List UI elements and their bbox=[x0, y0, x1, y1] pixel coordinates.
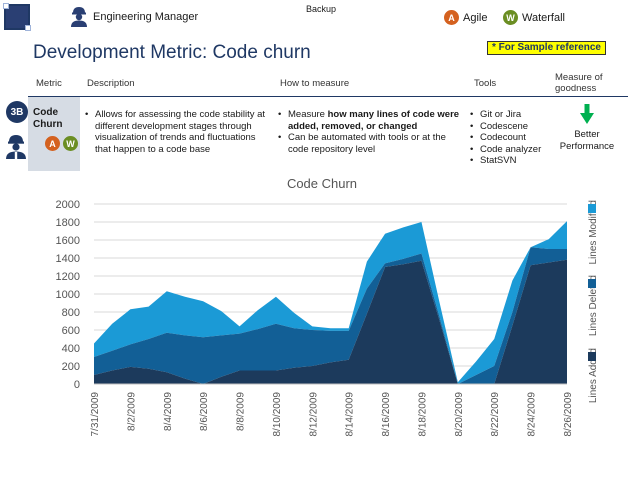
legend-label: Lines Modified bbox=[588, 200, 599, 264]
legend-swatch bbox=[588, 279, 596, 288]
waterfall-badge: W bbox=[503, 10, 518, 25]
y-tick-label: 1600 bbox=[56, 235, 80, 247]
y-tick-label: 200 bbox=[62, 361, 80, 373]
app-logo bbox=[3, 3, 31, 31]
x-tick-label: 8/24/2009 bbox=[527, 392, 538, 437]
legend-swatch bbox=[588, 204, 596, 213]
page-title: Development Metric: Code churn bbox=[33, 42, 311, 63]
how-to-measure-column-header: How to measure bbox=[280, 78, 350, 89]
x-tick-label: 8/4/2009 bbox=[163, 392, 174, 431]
y-tick-label: 600 bbox=[62, 325, 80, 337]
tool-item: Codecount bbox=[468, 132, 558, 144]
goodness-column-header: Measure of goodness bbox=[555, 72, 603, 94]
y-tick-label: 0 bbox=[74, 379, 80, 391]
description-list: Allows for assessing the code stability … bbox=[83, 109, 273, 155]
construction-worker-icon bbox=[6, 135, 26, 159]
x-tick-label: 8/16/2009 bbox=[381, 392, 392, 437]
x-tick-label: 8/12/2009 bbox=[308, 392, 319, 437]
metric-agile-badge: A bbox=[45, 136, 60, 151]
tool-item: Git or Jira bbox=[468, 109, 558, 121]
metric-name: Code Churn bbox=[33, 107, 63, 130]
legend-label: Lines Deleted bbox=[588, 275, 599, 336]
x-tick-label: 8/20/2009 bbox=[454, 392, 465, 437]
metric-cell-background bbox=[28, 97, 80, 171]
area-lines-deleted bbox=[94, 247, 567, 384]
legend-label: Lines Added bbox=[588, 348, 599, 403]
metric-id-badge: 3B bbox=[6, 101, 28, 123]
y-tick-label: 1200 bbox=[56, 271, 80, 283]
x-tick-label: 8/2/2009 bbox=[126, 392, 137, 431]
tool-item: StatSVN bbox=[468, 155, 558, 167]
y-tick-label: 2000 bbox=[56, 199, 80, 211]
area-lines-added bbox=[94, 259, 567, 384]
area-lines-modified bbox=[94, 221, 567, 384]
metric-waterfall-badge: W bbox=[63, 136, 78, 151]
y-tick-label: 1000 bbox=[56, 289, 80, 301]
agile-badge: A bbox=[444, 10, 459, 25]
how-to-measure-item: Measure how many lines of code were adde… bbox=[276, 109, 466, 132]
x-tick-label: 8/18/2009 bbox=[417, 392, 428, 437]
role-label: Engineering Manager bbox=[93, 11, 199, 23]
chart-title: Code Churn bbox=[287, 176, 357, 191]
backup-label: Backup bbox=[306, 4, 337, 14]
engineer-icon bbox=[71, 7, 87, 27]
header-divider bbox=[28, 96, 628, 97]
sample-reference-note: * For Sample reference bbox=[487, 41, 606, 55]
tools-column-header: Tools bbox=[474, 78, 497, 89]
how-to-measure-list: Measure how many lines of code were adde… bbox=[276, 109, 466, 155]
x-tick-label: 7/31/2009 bbox=[90, 392, 101, 437]
x-tick-label: 8/14/2009 bbox=[345, 392, 356, 437]
metric-column-header: Metric bbox=[36, 78, 62, 89]
waterfall-label: Waterfall bbox=[522, 12, 565, 24]
y-tick-label: 800 bbox=[62, 307, 80, 319]
x-tick-label: 8/6/2009 bbox=[199, 392, 210, 431]
x-tick-label: 8/22/2009 bbox=[490, 392, 501, 437]
how-to-measure-item: Can be automated with tools or at the co… bbox=[276, 132, 466, 155]
tools-list: Git or Jira Codescene Codecount Code ana… bbox=[468, 109, 558, 167]
goodness-value: Better Performance bbox=[559, 129, 615, 152]
y-tick-label: 1400 bbox=[56, 253, 80, 265]
legend-swatch bbox=[588, 352, 596, 361]
x-tick-label: 8/10/2009 bbox=[272, 392, 283, 437]
y-tick-label: 400 bbox=[62, 343, 80, 355]
description-item: Allows for assessing the code stability … bbox=[83, 109, 273, 155]
y-tick-label: 1800 bbox=[56, 217, 80, 229]
x-tick-label: 8/26/2009 bbox=[563, 392, 574, 437]
tool-item: Code analyzer bbox=[468, 144, 558, 156]
arrow-down-icon bbox=[580, 104, 594, 124]
code-churn-chart: Code Churn 0 200 400 600 800 1000 1200 1400 1600… bbox=[56, 176, 599, 437]
agile-label: Agile bbox=[463, 12, 488, 24]
tool-item: Codescene bbox=[468, 121, 558, 133]
description-column-header: Description bbox=[87, 78, 135, 89]
x-tick-label: 8/8/2009 bbox=[236, 392, 247, 431]
